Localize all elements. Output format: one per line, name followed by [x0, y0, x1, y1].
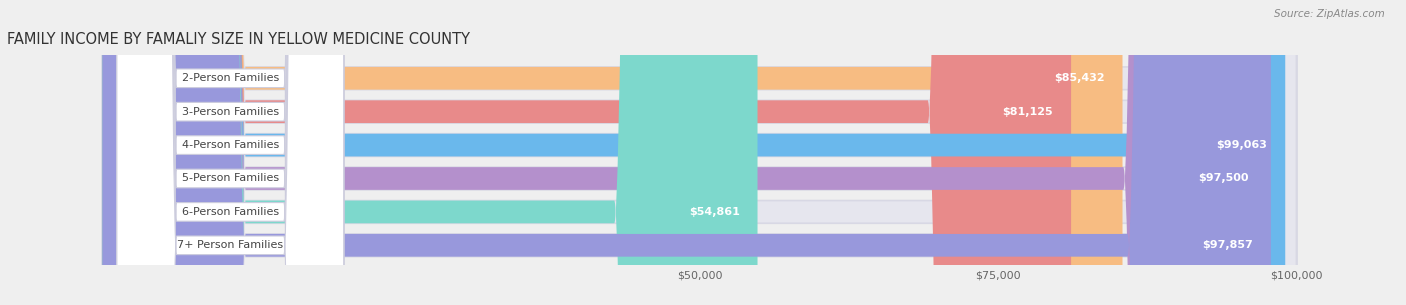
FancyBboxPatch shape: [103, 0, 1296, 305]
Text: $99,063: $99,063: [1216, 140, 1267, 150]
FancyBboxPatch shape: [103, 0, 1122, 305]
Text: $97,500: $97,500: [1198, 174, 1249, 184]
FancyBboxPatch shape: [117, 0, 343, 305]
FancyBboxPatch shape: [103, 0, 1071, 305]
FancyBboxPatch shape: [103, 0, 758, 305]
FancyBboxPatch shape: [103, 0, 1271, 305]
FancyBboxPatch shape: [103, 0, 1285, 305]
FancyBboxPatch shape: [117, 0, 343, 305]
Text: $85,432: $85,432: [1054, 73, 1105, 83]
Text: Source: ZipAtlas.com: Source: ZipAtlas.com: [1274, 9, 1385, 19]
Text: FAMILY INCOME BY FAMALIY SIZE IN YELLOW MEDICINE COUNTY: FAMILY INCOME BY FAMALIY SIZE IN YELLOW …: [7, 32, 470, 47]
Text: 2-Person Families: 2-Person Families: [181, 73, 278, 83]
Text: $97,857: $97,857: [1202, 240, 1253, 250]
FancyBboxPatch shape: [103, 0, 1296, 305]
FancyBboxPatch shape: [103, 0, 1296, 305]
Text: 4-Person Families: 4-Person Families: [181, 140, 278, 150]
Text: 5-Person Families: 5-Person Families: [181, 174, 278, 184]
FancyBboxPatch shape: [103, 0, 1296, 305]
Text: $54,861: $54,861: [689, 207, 740, 217]
Text: 7+ Person Families: 7+ Person Families: [177, 240, 284, 250]
Text: 6-Person Families: 6-Person Families: [181, 207, 278, 217]
FancyBboxPatch shape: [117, 0, 343, 305]
Text: 3-Person Families: 3-Person Families: [181, 107, 278, 117]
FancyBboxPatch shape: [103, 0, 1296, 305]
FancyBboxPatch shape: [103, 0, 1296, 305]
FancyBboxPatch shape: [117, 0, 343, 305]
FancyBboxPatch shape: [117, 0, 343, 305]
Text: $81,125: $81,125: [1002, 107, 1053, 117]
FancyBboxPatch shape: [117, 0, 343, 305]
FancyBboxPatch shape: [103, 0, 1267, 305]
